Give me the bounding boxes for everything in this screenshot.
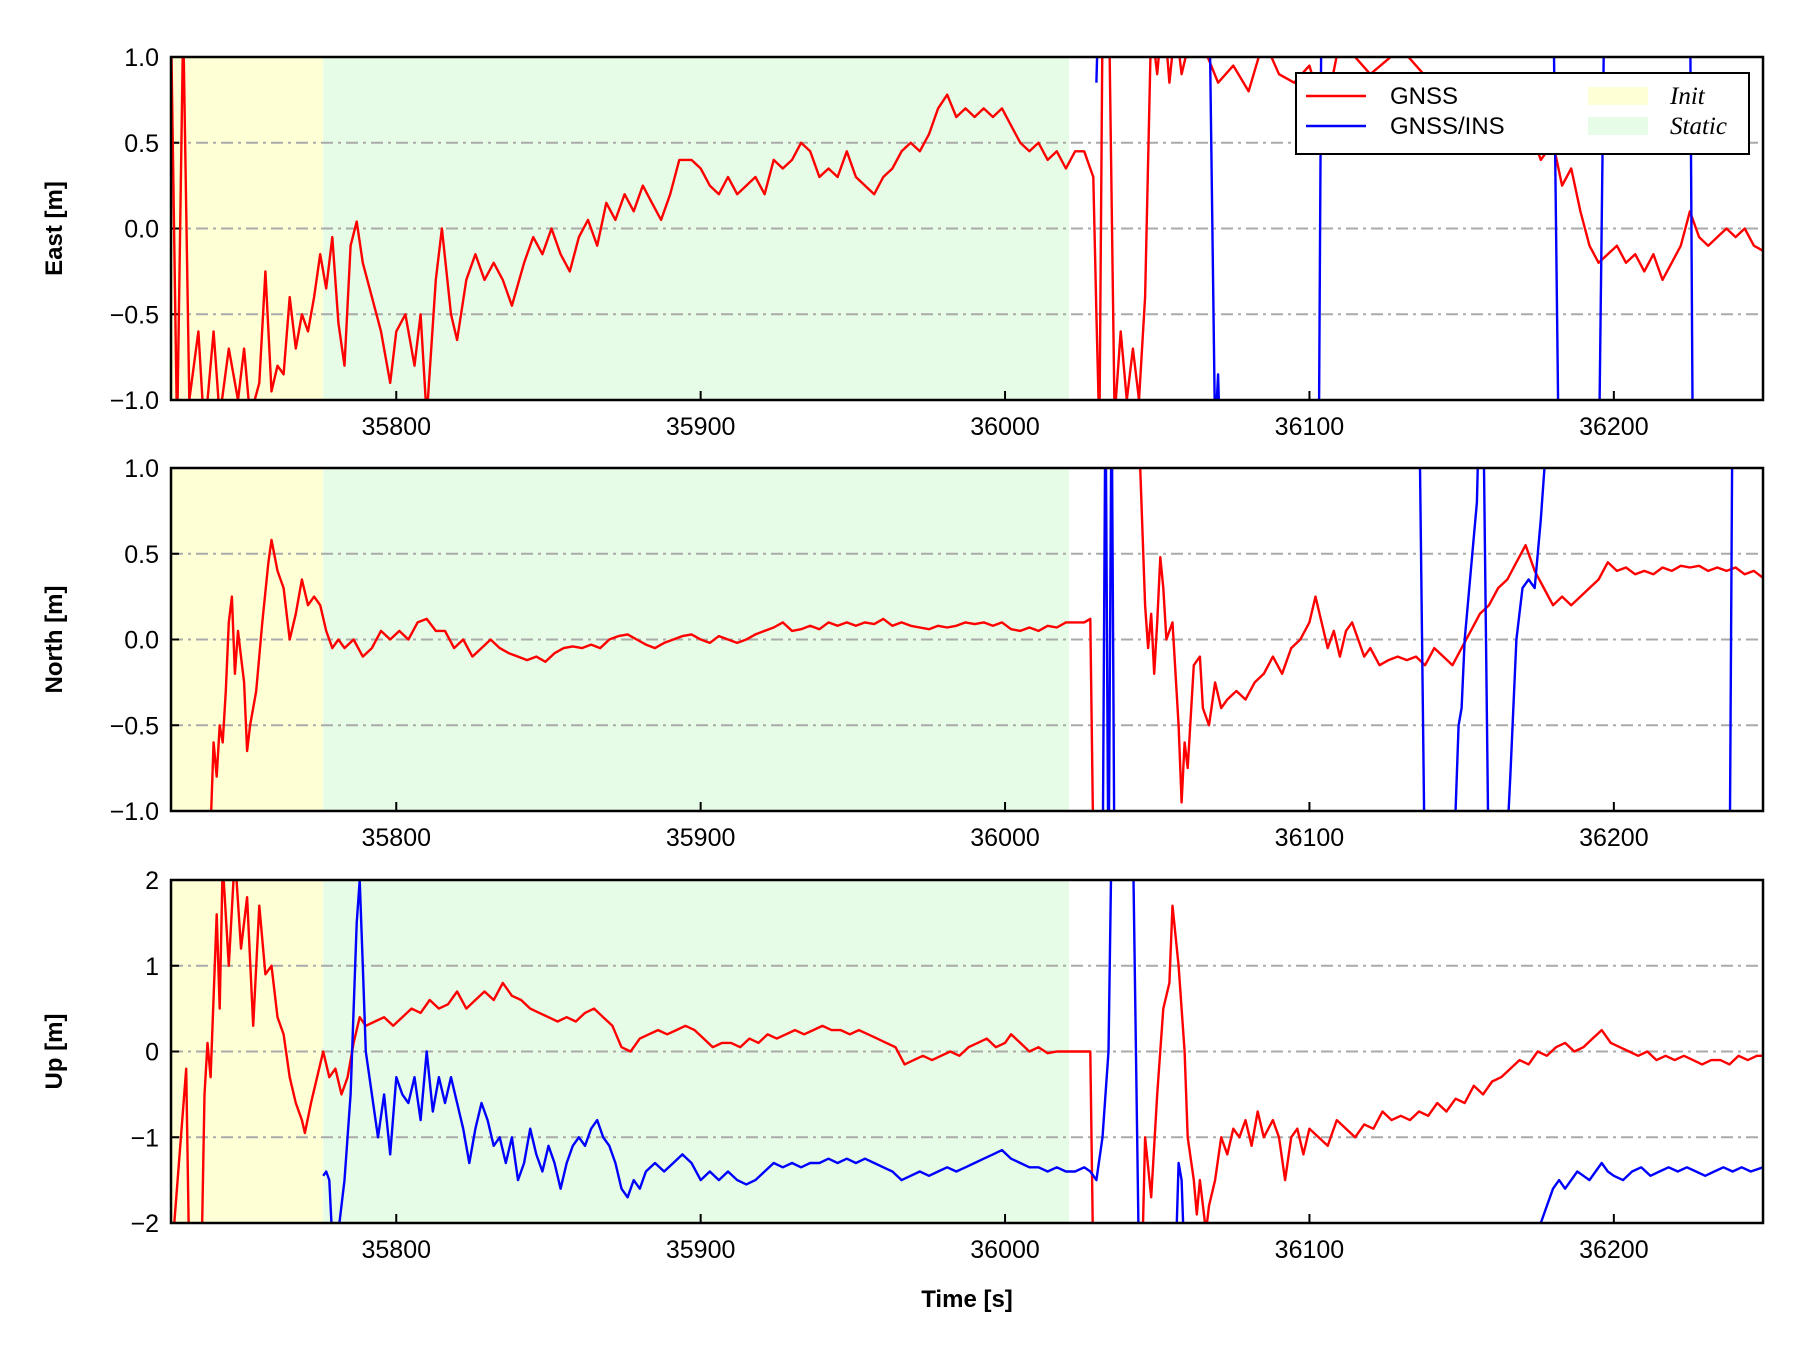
series-line-gnss [209,538,1095,811]
x-axis-label: Time [s] [921,1286,1013,1313]
series-line-gnss [173,880,1094,1223]
axes-frame [169,878,1765,1225]
series-line-gnss-ins [1454,468,1479,811]
y-axis-label: North [m] [41,586,68,694]
legend-label: Init [1669,83,1706,110]
y-tick-label: 1.0 [124,44,159,72]
x-tick-label: 36100 [1275,824,1345,852]
panel-east: 1.0 0.5 0.0 −0.5 −1.0 35800 35900 36000 36100 362… [41,44,1765,441]
y-tick-label: 1.0 [124,455,159,483]
y-tick-label: 2 [145,867,159,895]
x-tick-label: 35800 [361,413,431,441]
series-line-gnss-ins [1132,880,1140,1223]
y-tick-label: −1.0 [110,798,159,826]
y-axis-label: Up [m] [41,1014,68,1090]
x-tick-label: 36000 [970,824,1040,852]
x-tick-label: 36200 [1579,413,1649,441]
panel-up: 2 1 0 −1 −2 35800 35900 36000 36100 36200 Up [m] [41,867,1765,1264]
y-tick-label: 0.0 [124,627,159,655]
y-tick-label: −2 [130,1210,159,1238]
x-tick-label: 35800 [361,1236,431,1264]
series-group [173,880,1763,1223]
series-line-gnss-ins [322,880,1113,1223]
y-tick-label: 0.5 [124,541,159,569]
x-tick-label: 36100 [1275,413,1345,441]
legend-label: GNSS [1390,83,1458,110]
series-line-gnss-ins [1507,468,1546,811]
y-tick-label: −1 [130,1124,159,1152]
y-tick-label: 0.5 [124,130,159,158]
series-line-gnss [1139,468,1763,804]
y-axis-label: East [m] [41,181,68,276]
y-tick-label: 0.0 [124,216,159,244]
legend-box [1295,72,1750,155]
x-tick-label: 36200 [1579,1236,1649,1264]
y-tick-label: −0.5 [110,712,159,740]
x-tick-label: 36000 [970,1236,1040,1264]
panel-north: 1.0 0.5 0.0 −0.5 −1.0 35800 35900 36000 36100 362… [41,455,1765,852]
series-line-gnss-ins [1552,57,1560,400]
series-line-gnss-ins [1728,468,1734,811]
series-line-gnss-ins [1101,468,1116,811]
y-tick-label: 0 [145,1039,159,1067]
x-tick-label: 36100 [1275,1236,1345,1264]
legend-swatch-init [1588,87,1648,105]
series-line-gnss-ins [1539,1161,1763,1223]
x-tick-label: 35900 [666,824,736,852]
x-tick-label: 36000 [970,413,1040,441]
series-line-gnss-ins [1598,57,1605,400]
series-line-gnss-ins [1095,57,1099,83]
legend-label: Static [1670,113,1727,140]
x-tick-label: 35800 [361,824,431,852]
axes-frame [169,55,1765,402]
y-tick-label: −1.0 [110,387,159,415]
series-line-gnss [1141,904,1763,1223]
y-tick-label: 1 [145,953,159,981]
x-tick-label: 36200 [1579,824,1649,852]
y-tick-label: −0.5 [110,301,159,329]
legend-swatch-static [1588,117,1648,135]
x-tick-label: 35900 [666,413,736,441]
legend: GNSS GNSS/INS Init Static [1295,72,1750,155]
series-line-gnss-ins [1317,57,1323,400]
axes-frame [169,466,1765,813]
series-line-gnss-ins [1175,1161,1185,1223]
series-line-gnss-ins [1689,57,1694,400]
series-line-gnss-ins [1208,57,1221,400]
legend-label: GNSS/INS [1390,113,1505,140]
x-tick-label: 35900 [666,1236,736,1264]
